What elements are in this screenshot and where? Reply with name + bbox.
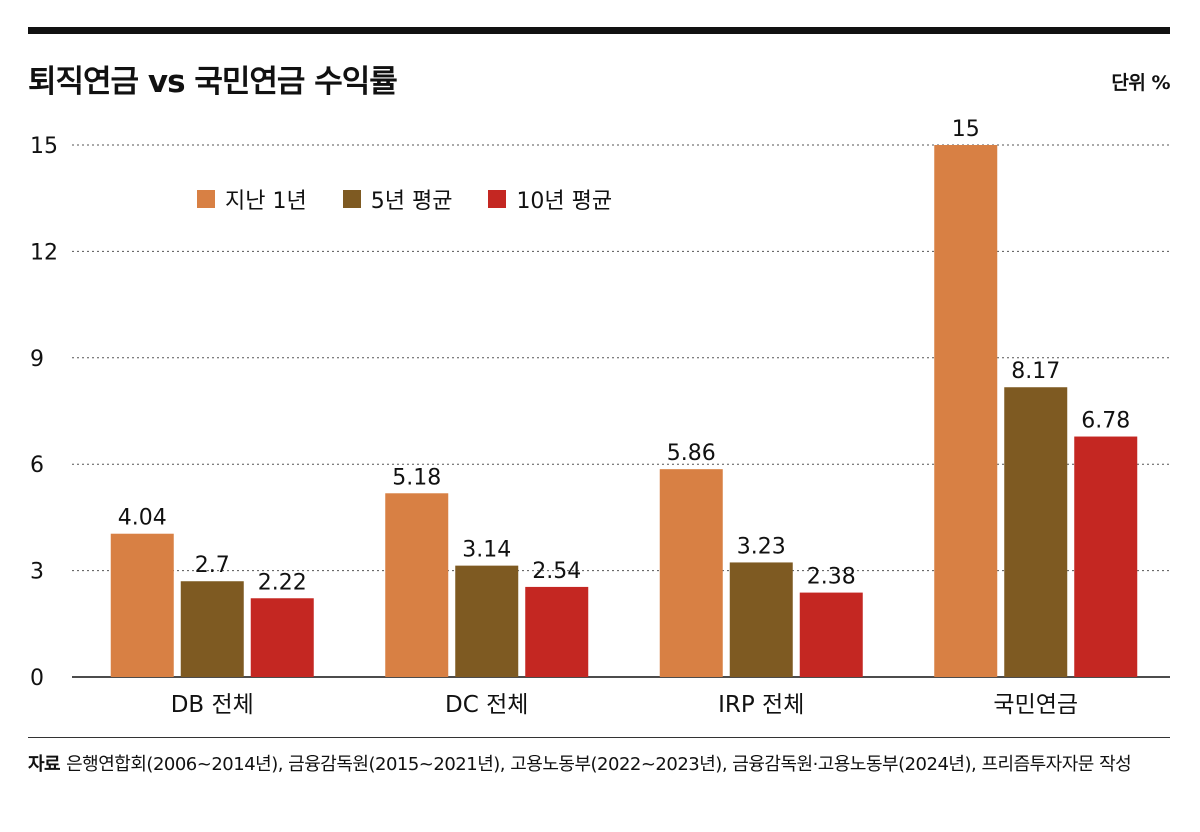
y-tick-label: 9: [30, 347, 44, 372]
bar: [250, 598, 314, 677]
legend-label: 5년 평균: [370, 189, 453, 214]
data-label: 5.86: [667, 441, 716, 466]
bar: [799, 592, 863, 677]
source-label: 자료: [28, 754, 61, 775]
y-tick-label: 0: [30, 666, 44, 691]
x-category-label: IRP 전체: [718, 692, 804, 718]
legend-item-1y: 지난 1년: [197, 183, 307, 215]
data-label: 6.78: [1081, 409, 1130, 434]
legend-swatch: [488, 190, 507, 208]
bar: [455, 565, 519, 677]
x-category-label: DB 전체: [171, 692, 254, 718]
data-label: 5.18: [392, 465, 441, 490]
data-label: 3.23: [737, 534, 786, 559]
source-text: 은행연합회(2006~2014년), 금융감독원(2015~2021년), 고용…: [66, 754, 1132, 775]
legend: 지난 1년 5년 평균 10년 평균: [197, 183, 612, 215]
top-rule: [28, 27, 1170, 34]
bar: [934, 145, 998, 677]
bar: [1074, 436, 1138, 677]
legend-swatch: [342, 190, 361, 208]
data-label: 3.14: [462, 538, 511, 563]
unit-label: 단위 %: [1111, 72, 1170, 94]
x-category-label: 국민연금: [993, 692, 1078, 718]
bar: [1004, 387, 1068, 677]
legend-swatch: [197, 190, 215, 208]
y-tick-label: 6: [30, 453, 44, 478]
bar: [180, 581, 244, 677]
bar: [525, 586, 589, 677]
bar: [110, 533, 174, 677]
y-tick-label: 15: [30, 134, 58, 159]
legend-label: 10년 평균: [516, 189, 613, 214]
legend-label: 지난 1년: [225, 189, 307, 214]
source-note: 자료 은행연합회(2006~2014년), 금융감독원(2015~2021년), …: [28, 750, 1170, 780]
data-label: 2.7: [195, 553, 230, 578]
data-label: 2.54: [532, 559, 581, 584]
data-label: 8.17: [1011, 359, 1060, 384]
data-label: 4.04: [118, 506, 167, 531]
legend-item-10y: 10년 평균: [488, 183, 612, 215]
data-label: 2.22: [258, 570, 307, 595]
y-tick-label: 12: [30, 240, 58, 265]
bar: [659, 469, 723, 677]
legend-item-5y: 5년 평균: [342, 183, 453, 215]
y-tick-label: 3: [30, 560, 44, 585]
bar: [729, 562, 793, 677]
source-divider: [28, 737, 1170, 738]
chart-title: 퇴직연금 vs 국민연금 수익률: [28, 64, 398, 100]
data-label: 2.38: [807, 565, 856, 590]
x-category-label: DC 전체: [445, 692, 528, 718]
data-label: 15: [952, 117, 980, 142]
bar: [385, 493, 449, 677]
bar-chart: 0 3 6 9 12 15 4.04 2.7 2.22 DB 전체 5.18 3.14 2.54 DC 전…: [30, 117, 1170, 718]
